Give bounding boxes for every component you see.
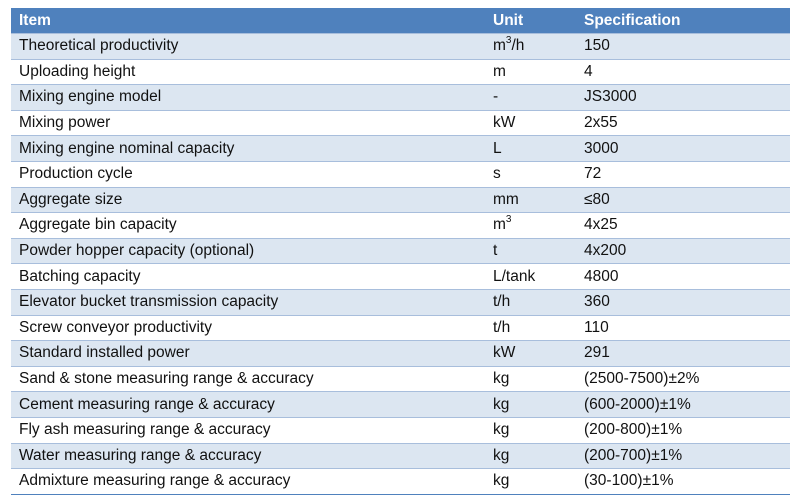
unit-cell: m3 — [493, 214, 584, 234]
unit-text: - — [493, 88, 499, 106]
unit-cell: m3/h — [493, 35, 584, 55]
item-cell: Production cycle — [19, 165, 133, 183]
specification-cell: 360 — [584, 293, 610, 311]
item-cell: Aggregate bin capacity — [19, 216, 177, 234]
unit-text: kg — [493, 421, 510, 439]
unit-cell: kg — [493, 472, 584, 490]
unit-cell: kg — [493, 421, 584, 439]
table-header-row: Item Unit Specification — [11, 8, 790, 33]
table-row: Fly ash measuring range & accuracy kg (200… — [11, 416, 790, 443]
table-row: Screw conveyor productivity t/h 110 — [11, 314, 790, 341]
specification-cell: 72 — [584, 165, 602, 183]
table-row: Elevator bucket transmission capacity t/h… — [11, 288, 790, 315]
item-cell: Uploading height — [19, 62, 136, 80]
unit-cell: t/h — [493, 319, 584, 337]
specification-cell: (600-2000)±1% — [584, 395, 691, 413]
table-row: Mixing engine nominal capacity L 3000 — [11, 135, 790, 161]
table-row: Aggregate bin capacity m3 4x25 — [11, 212, 790, 238]
unit-cell: t — [493, 242, 584, 260]
specification-cell: 4x200 — [584, 242, 627, 260]
table-row: Cement measuring range & accuracy kg (600-… — [11, 391, 790, 417]
unit-text: m — [493, 37, 506, 55]
unit-text: kg — [493, 446, 510, 464]
unit-cell: t/h — [493, 293, 584, 311]
table-row: Aggregate size mm ≤80 — [11, 186, 790, 213]
unit-text: m — [493, 62, 506, 80]
unit-cell: m — [493, 63, 584, 81]
specification-cell: 4800 — [584, 267, 619, 285]
table-row: Batching capacity L/tank 4800 — [11, 263, 790, 289]
header-item: Item — [19, 11, 51, 29]
specification-cell: 4 — [584, 62, 593, 80]
table-row: Admixture measuring range & accuracy kg (3… — [11, 468, 790, 494]
unit-text: mm — [493, 190, 519, 208]
unit-cell: s — [493, 165, 584, 183]
specification-cell: 2x55 — [584, 114, 618, 132]
item-cell: Fly ash measuring range & accuracy — [19, 421, 271, 439]
specification-cell: (2500-7500)±2% — [584, 370, 700, 388]
table-row: Uploading height m 4 — [11, 58, 790, 85]
specification-cell: 291 — [584, 344, 610, 362]
specification-cell: 4x25 — [584, 216, 618, 234]
unit-suffix: /h — [511, 37, 525, 55]
specification-cell: JS3000 — [584, 88, 637, 106]
specification-cell: (200-700)±1% — [584, 446, 683, 464]
header-unit: Unit — [493, 11, 524, 29]
unit-cell: kg — [493, 370, 584, 388]
item-cell: Standard installed power — [19, 344, 190, 362]
unit-cell: mm — [493, 191, 584, 209]
item-cell: Cement measuring range & accuracy — [19, 395, 275, 413]
item-cell: Mixing engine nominal capacity — [19, 139, 235, 157]
item-cell: Admixture measuring range & accuracy — [19, 472, 291, 490]
unit-text: t/h — [493, 293, 511, 311]
unit-cell: L/tank — [493, 268, 584, 286]
unit-text: t/h — [493, 318, 511, 336]
specification-cell: 150 — [584, 37, 610, 55]
unit-text: m — [493, 216, 506, 234]
item-cell: Powder hopper capacity (optional) — [19, 242, 255, 260]
unit-cell: kW — [493, 344, 584, 362]
table-row: Powder hopper capacity (optional) t 4x200 — [11, 237, 790, 264]
unit-cell: kW — [493, 114, 584, 132]
table-row: Sand & stone measuring range & accuracy k… — [11, 365, 790, 392]
table-row: Standard installed power kW 291 — [11, 340, 790, 366]
table-row: Mixing engine model - JS3000 — [11, 84, 790, 110]
specification-cell: ≤80 — [584, 190, 610, 208]
item-cell: Water measuring range & accuracy — [19, 446, 262, 464]
unit-text: kW — [493, 114, 516, 132]
item-cell: Elevator bucket transmission capacity — [19, 293, 279, 311]
unit-cell: L — [493, 140, 584, 158]
unit-text: t — [493, 242, 498, 260]
item-cell: Screw conveyor productivity — [19, 318, 212, 336]
item-cell: Mixing power — [19, 114, 111, 132]
unit-text: kW — [493, 344, 516, 362]
item-cell: Batching capacity — [19, 267, 141, 285]
unit-cell: kg — [493, 396, 584, 414]
specification-cell: 110 — [584, 318, 609, 336]
item-cell: Sand & stone measuring range & accuracy — [19, 370, 314, 388]
unit-text: L/tank — [493, 267, 536, 285]
table-row: Production cycle s 72 — [11, 160, 790, 187]
unit-superscript: 3 — [505, 35, 512, 47]
specification-cell: (200-800)±1% — [584, 421, 683, 439]
unit-text: kg — [493, 472, 510, 490]
table-row: Theoretical productivity m3/h 150 — [11, 33, 790, 59]
table-body: Theoretical productivity m3/h 150 Uploading… — [11, 33, 790, 494]
unit-cell: - — [493, 88, 584, 106]
unit-text: kg — [493, 395, 510, 413]
table-row: Water measuring range & accuracy kg (200-7… — [11, 442, 790, 469]
unit-text: s — [493, 165, 501, 183]
unit-text: L — [493, 139, 502, 157]
specification-cell: 3000 — [584, 139, 619, 157]
item-cell: Theoretical productivity — [19, 37, 179, 55]
unit-text: kg — [493, 370, 510, 388]
item-cell: Aggregate size — [19, 190, 123, 208]
specification-table: Item Unit Specification Theoretical prod… — [11, 8, 790, 495]
header-specification: Specification — [584, 11, 681, 29]
specification-cell: (30-100)±1% — [584, 472, 674, 490]
unit-superscript: 3 — [505, 214, 512, 226]
item-cell: Mixing engine model — [19, 88, 162, 106]
table-row: Mixing power kW 2x55 — [11, 109, 790, 136]
unit-cell: kg — [493, 447, 584, 465]
